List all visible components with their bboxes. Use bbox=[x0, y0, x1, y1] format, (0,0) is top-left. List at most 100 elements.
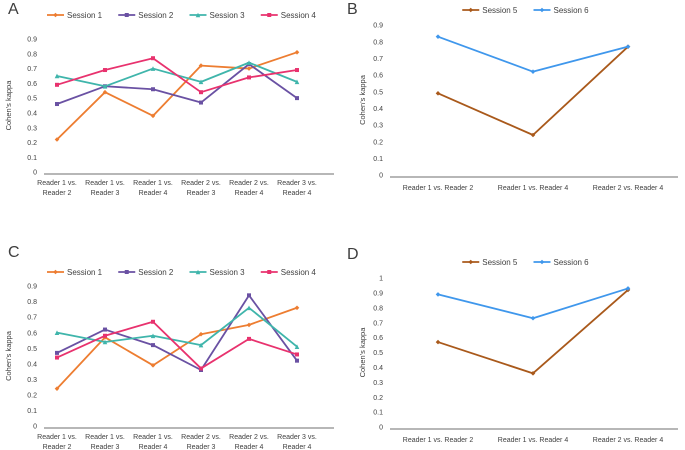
legend-item-label: Session 3 bbox=[210, 268, 246, 277]
data-point-marker bbox=[295, 352, 299, 357]
legend-item-label: Session 2 bbox=[138, 11, 174, 20]
data-point-marker bbox=[54, 330, 60, 335]
x-category-label: Reader 3 vs. bbox=[277, 180, 317, 187]
data-point-marker bbox=[55, 355, 59, 360]
data-point-marker bbox=[294, 79, 300, 85]
x-category-label: Reader 4 bbox=[235, 190, 264, 197]
series-line bbox=[56, 63, 298, 105]
data-point-marker bbox=[198, 342, 204, 348]
data-point-marker bbox=[267, 13, 272, 17]
legend-item-label: Session 4 bbox=[281, 268, 317, 277]
data-point-marker bbox=[435, 292, 441, 297]
y-tick-label: 0.9 bbox=[27, 284, 37, 291]
series-line bbox=[437, 45, 629, 136]
y-tick-label: 0.2 bbox=[373, 139, 383, 146]
data-point-marker bbox=[199, 366, 203, 371]
legend-item-label: Session 1 bbox=[67, 268, 103, 277]
y-tick-label: 0.8 bbox=[373, 39, 383, 46]
y-tick-label: 0.1 bbox=[27, 155, 37, 162]
x-category-label: Reader 2 vs. bbox=[229, 180, 269, 187]
data-point-marker bbox=[102, 339, 108, 345]
y-axis-label: Cohen's kappa bbox=[4, 80, 13, 131]
y-tick-label: 0.7 bbox=[373, 56, 383, 63]
x-category-label: Reader 4 bbox=[139, 190, 168, 197]
legend-item-label: Session 5 bbox=[482, 6, 518, 15]
data-point-marker bbox=[53, 269, 58, 275]
x-category-label: Reader 1 vs. Reader 2 bbox=[403, 437, 474, 444]
y-tick-label: 0.2 bbox=[27, 140, 37, 147]
chart-b: 0 0.1 0.2 0.3 0.4 0.5 0.6 0.7 0.8 0.9 Cohen's kapp… bbox=[358, 6, 678, 192]
data-point-marker bbox=[151, 87, 155, 92]
y-tick-label: 0.5 bbox=[27, 346, 37, 353]
x-category-label: Reader 2 bbox=[43, 190, 72, 197]
series-line bbox=[56, 306, 298, 390]
data-point-marker bbox=[247, 336, 251, 341]
data-point-marker bbox=[435, 34, 441, 39]
y-axis-label: Cohen's kappa bbox=[358, 74, 367, 125]
y-tick-label: 0.6 bbox=[373, 73, 383, 80]
data-point-marker bbox=[267, 270, 272, 274]
data-point-marker bbox=[198, 79, 204, 85]
series-line bbox=[56, 57, 298, 94]
x-category-label: Reader 1 vs. bbox=[133, 180, 173, 187]
y-tick-label: 0.9 bbox=[373, 23, 383, 30]
data-point-marker bbox=[103, 327, 107, 332]
data-point-marker bbox=[151, 319, 155, 324]
data-point-marker bbox=[198, 331, 204, 337]
y-tick-label: 0.1 bbox=[373, 156, 383, 163]
y-tick-label: 0.4 bbox=[373, 106, 383, 113]
x-category-label: Reader 4 bbox=[139, 444, 168, 450]
data-point-marker bbox=[199, 100, 203, 105]
data-point-marker bbox=[530, 315, 536, 321]
data-point-marker bbox=[195, 12, 201, 18]
x-category-label: Reader 1 vs. bbox=[37, 180, 77, 187]
y-tick-label: 0.5 bbox=[373, 89, 383, 96]
data-point-marker bbox=[55, 350, 59, 355]
x-category-label: Reader 1 vs. bbox=[133, 434, 173, 441]
y-axis-label: Cohen's kappa bbox=[4, 330, 13, 381]
series-line bbox=[56, 294, 298, 371]
data-point-marker bbox=[150, 363, 156, 368]
data-point-marker bbox=[295, 358, 299, 363]
data-point-marker bbox=[102, 83, 108, 89]
x-category-label: Reader 2 vs. bbox=[229, 434, 269, 441]
y-tick-label: 0.9 bbox=[373, 291, 383, 298]
legend-item-label: Session 1 bbox=[67, 11, 103, 20]
series-line bbox=[56, 306, 298, 348]
y-tick-label: 0.6 bbox=[27, 330, 37, 337]
panel-c: C 0 0.1 0.2 0.3 0.4 0.5 0.6 0.7 0.8 0.9 Cohen's ka… bbox=[0, 225, 343, 450]
data-point-marker bbox=[53, 12, 58, 18]
y-tick-label: 0.8 bbox=[373, 305, 383, 312]
y-tick-label: 0.8 bbox=[27, 51, 37, 58]
y-tick-label: 0 bbox=[33, 424, 37, 431]
data-point-marker bbox=[151, 343, 155, 348]
y-tick-label: 0.5 bbox=[373, 350, 383, 357]
x-category-label: Reader 2 vs. bbox=[181, 434, 221, 441]
data-point-marker bbox=[150, 333, 156, 339]
y-tick-label: 0.7 bbox=[373, 320, 383, 327]
series-line bbox=[56, 320, 298, 370]
legend-item-label: Session 5 bbox=[482, 258, 518, 267]
data-point-marker bbox=[539, 259, 545, 265]
data-point-marker bbox=[124, 13, 129, 17]
y-tick-label: 1 bbox=[379, 276, 383, 283]
y-tick-label: 0.7 bbox=[27, 66, 37, 73]
x-category-label: Reader 1 vs. Reader 4 bbox=[498, 437, 569, 444]
data-point-marker bbox=[539, 7, 545, 13]
y-tick-label: 0.6 bbox=[373, 335, 383, 342]
y-tick-label: 0.5 bbox=[27, 96, 37, 103]
data-point-marker bbox=[246, 305, 252, 311]
y-tick-label: 0.2 bbox=[373, 395, 383, 402]
data-point-marker bbox=[295, 96, 299, 101]
chart-a: 0 0.1 0.2 0.3 0.4 0.5 0.6 0.7 0.8 0.9 Cohen's kapp… bbox=[4, 11, 334, 197]
x-category-label: Reader 2 vs. Reader 4 bbox=[593, 437, 664, 444]
y-tick-label: 0.3 bbox=[27, 125, 37, 132]
y-tick-label: 0 bbox=[379, 425, 383, 432]
data-point-marker bbox=[294, 305, 300, 311]
data-point-marker bbox=[468, 259, 474, 265]
data-point-marker bbox=[55, 102, 59, 107]
y-tick-label: 0.4 bbox=[373, 365, 383, 372]
series-line bbox=[437, 35, 629, 73]
x-category-label: Reader 1 vs. bbox=[85, 434, 125, 441]
